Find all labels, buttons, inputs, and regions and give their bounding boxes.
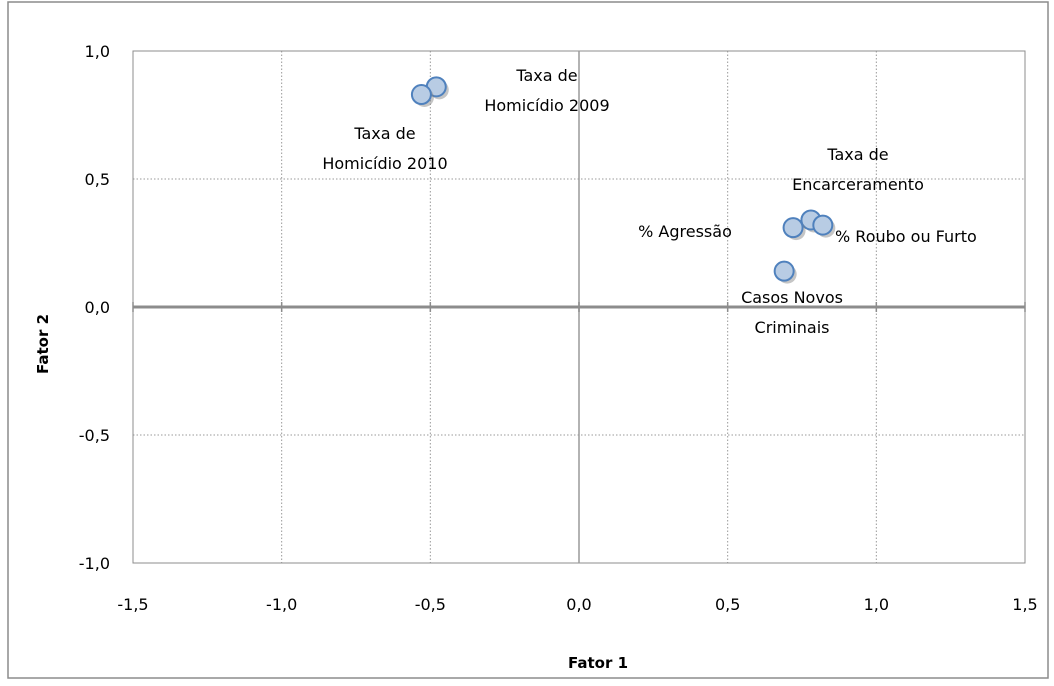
y-axis-title: Fator 2	[34, 314, 52, 374]
point-label: % Roubo ou Furto	[835, 227, 977, 246]
x-tick-labels: -1,5 -1,0 -0,5 0,0 0,5 1,0 1,5	[117, 595, 1037, 614]
point-label: Taxa de	[515, 66, 577, 85]
axes	[132, 51, 1026, 563]
y-tick-label: -1,0	[79, 554, 110, 573]
y-tick-label: 1,0	[85, 42, 110, 61]
x-tick-label: -1,5	[117, 595, 148, 614]
x-tick-label: 1,0	[864, 595, 889, 614]
point-label: Criminais	[755, 318, 830, 337]
x-tick-label: 1,5	[1012, 595, 1037, 614]
y-tick-labels: 1,0 0,5 0,0 -0,5 -1,0	[79, 42, 110, 573]
y-tick-label: -0,5	[79, 426, 110, 445]
x-axis-title: Fator 1	[568, 654, 628, 672]
point-label: Taxa de	[826, 145, 888, 164]
y-tick-label: 0,5	[85, 170, 110, 189]
data-point	[782, 217, 804, 239]
point-label: Homicídio 2009	[484, 96, 609, 115]
data-point	[773, 260, 795, 282]
x-tick-label: 0,0	[566, 595, 591, 614]
x-tick-label: -1,0	[266, 595, 297, 614]
data-point	[812, 214, 834, 236]
x-tick-label: 0,5	[715, 595, 740, 614]
point-label: Taxa de	[353, 124, 415, 143]
point-label: Homicídio 2010	[322, 154, 447, 173]
data-point	[410, 84, 432, 106]
data-points	[410, 76, 836, 284]
point-label: % Agressão	[638, 222, 732, 241]
point-label: Casos Novos	[741, 288, 843, 307]
y-tick-label: 0,0	[85, 298, 110, 317]
x-tick-label: -0,5	[415, 595, 446, 614]
point-label: Encarceramento	[792, 175, 924, 194]
point-labels: Taxa de Homicídio 2009 Taxa de Homicídio 20…	[322, 66, 976, 337]
chart-border	[7, 1, 1049, 679]
